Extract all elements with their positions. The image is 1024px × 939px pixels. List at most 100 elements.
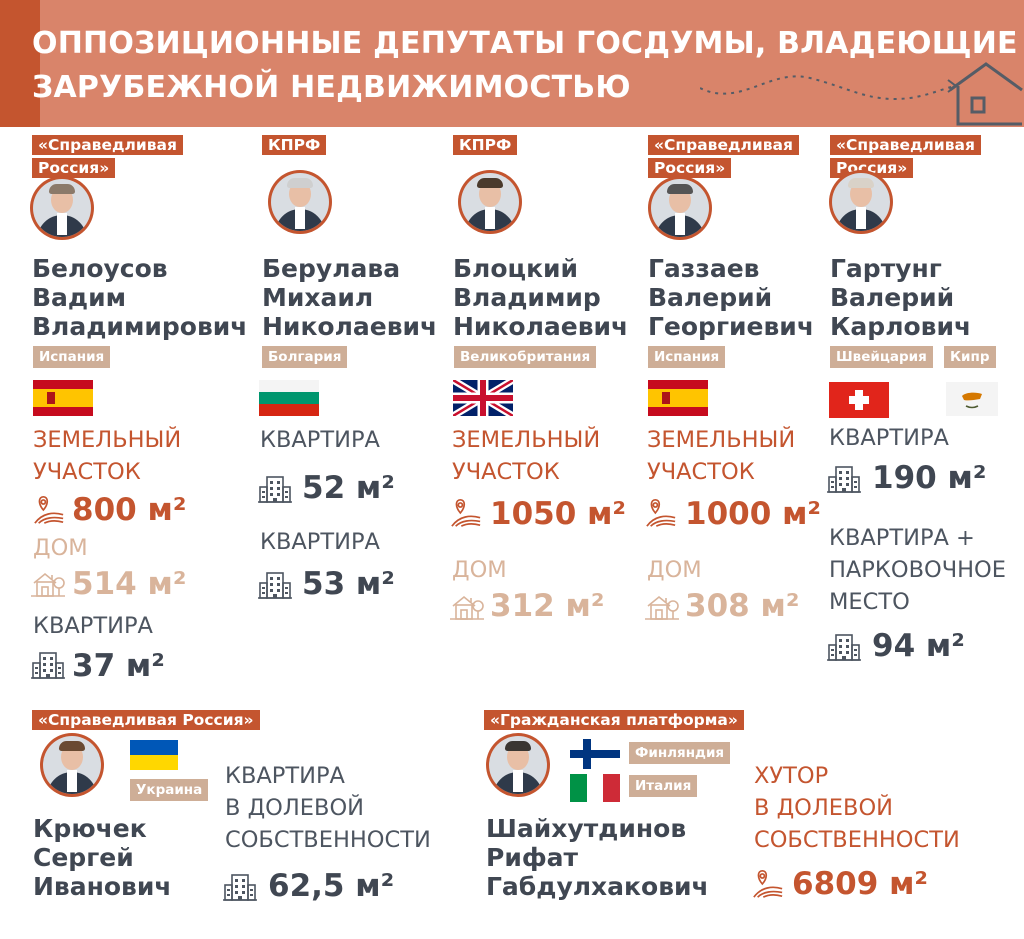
property-type: ДОМ — [452, 557, 507, 583]
patronymic: Николаевич — [262, 312, 438, 341]
header-banner: ОППОЗИЦИОННЫЕ ДЕПУТАТЫ ГОСДУМЫ, ВЛАДЕЮЩИ… — [0, 0, 1024, 127]
patronymic: Иванович — [33, 872, 172, 901]
property-type-line-1: ЗЕМЕЛЬНЫЙ — [647, 427, 796, 453]
party-badge: КПРФ — [453, 135, 518, 155]
property-area: 800 м² — [72, 492, 187, 528]
flag-uk-icon — [453, 380, 513, 416]
flag-spain-icon — [648, 380, 708, 416]
page-title-line-2: ЗАРУБЕЖНОЙ НЕДВИЖИМОСТЬЮ — [32, 70, 631, 105]
avatar — [486, 733, 550, 797]
property-area: 62,5 м² — [268, 868, 395, 904]
flag-bulgaria-icon — [259, 380, 319, 416]
flag-italy-icon — [570, 774, 620, 802]
property-area: 1000 м² — [685, 496, 821, 532]
property-type: ХУТОР В ДОЛЕВОЙ СОБСТВЕННОСТИ — [754, 760, 960, 856]
property-type-line-2: УЧАСТОК — [33, 459, 141, 485]
country-badge: Великобритания — [454, 346, 597, 368]
property-type-line-2: В ДОЛЕВОЙ — [225, 795, 364, 821]
property-type-line-1: ЗЕМЕЛЬНЫЙ — [452, 427, 601, 453]
avatar — [268, 170, 332, 234]
country-badge: Украина — [130, 779, 209, 801]
property-type: КВАРТИРА — [260, 427, 380, 453]
flag-spain-icon — [33, 380, 93, 416]
country-badge: Испания — [648, 346, 726, 368]
house-icon — [645, 592, 679, 622]
deputy-name: Шайхутдинов Рифат Габдулхакович — [486, 814, 709, 901]
apartment-building-icon — [258, 474, 292, 504]
last-name: Гартунг — [830, 254, 942, 283]
property-type: ЗЕМЕЛЬНЫЙ УЧАСТОК — [33, 424, 181, 488]
country-badge: Болгария — [262, 346, 348, 368]
deputy-name: Газзаев Валерий Георгиевич — [648, 254, 814, 341]
property-type: ЗЕМЕЛЬНЫЙ УЧАСТОК — [452, 424, 600, 488]
property-area: 37 м² — [72, 648, 165, 684]
land-plot-icon — [645, 497, 677, 529]
last-name: Шайхутдинов — [486, 814, 687, 843]
page-title: ОППОЗИЦИОННЫЕ ДЕПУТАТЫ ГОСДУМЫ, ВЛАДЕЮЩИ… — [32, 22, 1018, 110]
property-type: КВАРТИРА В ДОЛЕВОЙ СОБСТВЕННОСТИ — [225, 760, 431, 856]
first-name: Вадим — [32, 283, 127, 312]
first-name: Валерий — [830, 283, 955, 312]
property-type: ДОМ — [33, 535, 88, 561]
property-area: 1050 м² — [490, 496, 626, 532]
apartment-building-icon — [258, 570, 292, 600]
party-badge: «Справедливая — [830, 135, 981, 155]
last-name: Берулава — [262, 254, 401, 283]
avatar — [648, 176, 712, 240]
patronymic: Николаевич — [453, 312, 629, 341]
country-badge: Кипр — [944, 346, 996, 368]
page-title-line-1: ОППОЗИЦИОННЫЕ ДЕПУТАТЫ ГОСДУМЫ, ВЛАДЕЮЩИ… — [32, 26, 1018, 61]
patronymic: Георгиевич — [648, 312, 814, 341]
last-name: Газзаев — [648, 254, 760, 283]
property-type: ДОМ — [647, 557, 702, 583]
flag-ukraine-icon — [130, 740, 178, 770]
last-name: Блоцкий — [453, 254, 579, 283]
property-type-line-1: КВАРТИРА — [225, 763, 345, 789]
house-icon — [450, 592, 484, 622]
avatar — [829, 170, 893, 234]
property-type-line-3: СОБСТВЕННОСТИ — [225, 827, 431, 853]
land-plot-icon — [450, 497, 482, 529]
flag-switzerland-icon — [829, 382, 889, 418]
property-area: 6809 м² — [792, 866, 928, 902]
land-plot-icon — [33, 494, 65, 526]
deputy-name: Гартунг Валерий Карлович — [830, 254, 971, 341]
flag-finland-icon — [570, 739, 620, 769]
party-badge: КПРФ — [262, 135, 327, 155]
property-type: КВАРТИРА — [260, 529, 380, 555]
property-area: 53 м² — [302, 566, 395, 602]
property-type-line-2: УЧАСТОК — [452, 459, 560, 485]
avatar — [30, 176, 94, 240]
first-name: Рифат — [486, 843, 579, 872]
last-name: Белоусов — [32, 254, 168, 283]
property-type-line-2: УЧАСТОК — [647, 459, 755, 485]
property-type-line-1: КВАРТИРА + — [829, 525, 975, 551]
party-badge: «Справедливая — [648, 135, 799, 155]
property-type-line-3: СОБСТВЕННОСТИ — [754, 827, 960, 853]
property-type-line-2: В ДОЛЕВОЙ — [754, 795, 893, 821]
avatar — [458, 170, 522, 234]
flag-cyprus-icon — [946, 382, 998, 416]
party-badge: «Справедливая — [32, 135, 183, 155]
land-plot-icon — [752, 868, 784, 900]
property-type: КВАРТИРА — [829, 425, 949, 451]
deputy-name: Блоцкий Владимир Николаевич — [453, 254, 628, 341]
house-outline-icon — [949, 62, 1023, 126]
property-area: 312 м² — [490, 588, 605, 624]
property-type: ЗЕМЕЛЬНЫЙ УЧАСТОК — [647, 424, 795, 488]
house-icon — [31, 569, 65, 599]
first-name: Валерий — [648, 283, 773, 312]
country-badge: Испания — [33, 346, 111, 368]
first-name: Владимир — [453, 283, 601, 312]
party-badge-line-2: Россия» — [32, 158, 116, 178]
avatar — [40, 733, 104, 797]
party-badge: «Гражданская платформа» — [484, 710, 744, 730]
property-type: КВАРТИРА — [33, 613, 153, 639]
property-area: 94 м² — [872, 628, 965, 664]
patronymic: Карлович — [830, 312, 972, 341]
first-name: Михаил — [262, 283, 374, 312]
last-name: Крючек — [33, 814, 147, 843]
property-area: 514 м² — [72, 566, 187, 602]
property-type-line-1: ЗЕМЕЛЬНЫЙ — [33, 427, 182, 453]
property-area: 52 м² — [302, 470, 395, 506]
